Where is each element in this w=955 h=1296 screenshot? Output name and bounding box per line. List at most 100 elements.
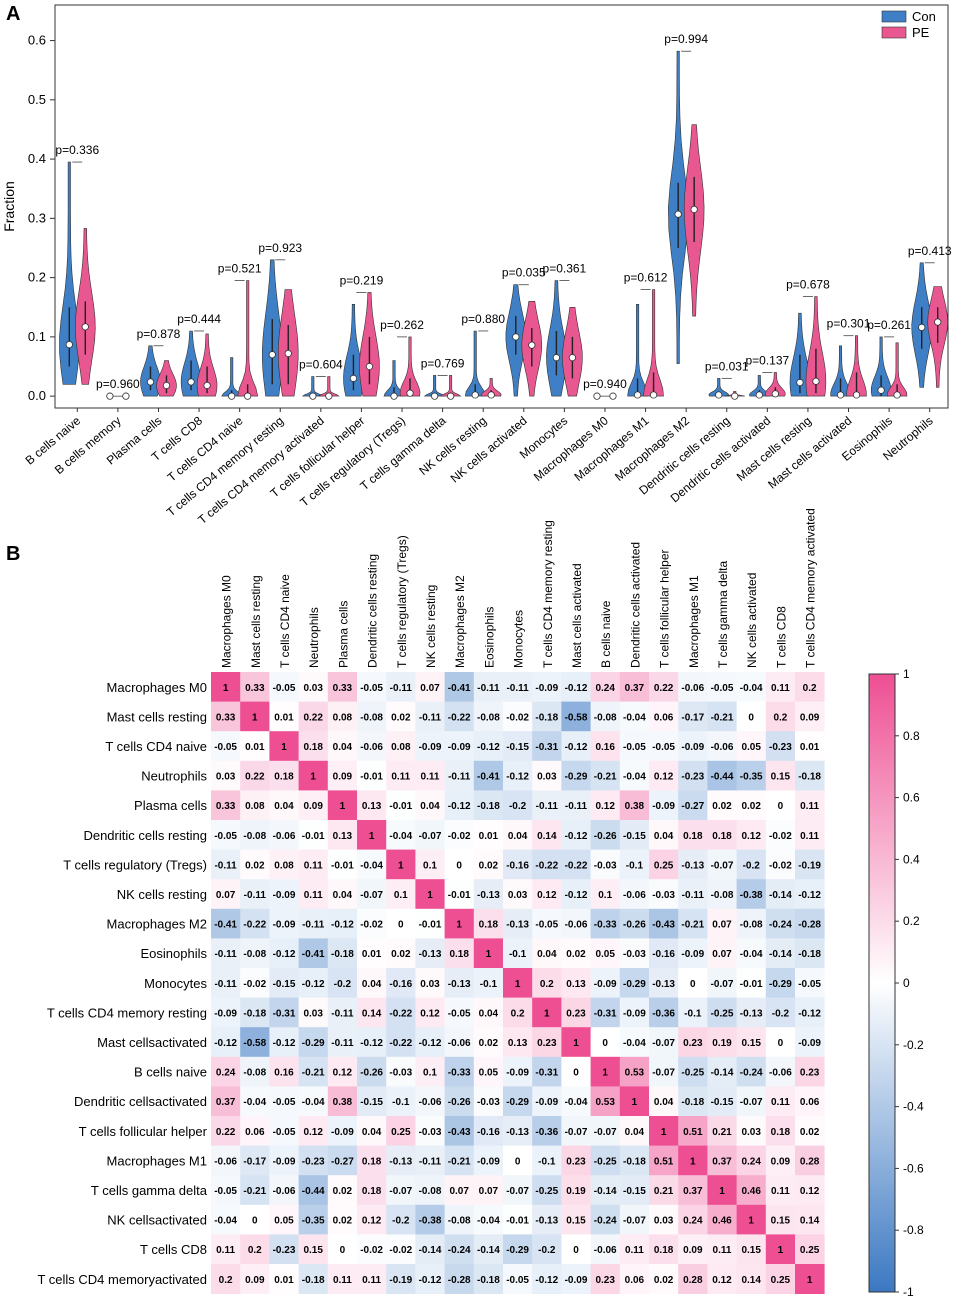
heatmap-cell [386, 1264, 416, 1294]
cell-value-label: 0.02 [391, 949, 411, 960]
heatmap-cell [795, 1264, 825, 1294]
heatmap-cell [649, 1086, 679, 1117]
heatmap-cell [736, 760, 767, 791]
heatmap-cell [619, 938, 650, 969]
heatmap-cell [765, 1145, 796, 1176]
cell-value-label: 0.53 [625, 1068, 645, 1079]
cell-value-label: -0.14 [769, 890, 792, 901]
heatmap-cell [503, 1204, 533, 1235]
column-label: T cells CD4 naive [278, 574, 292, 668]
cell-value-label: -0.13 [477, 890, 500, 901]
heatmap-cell [649, 1264, 679, 1294]
heatmap-cell [561, 1234, 591, 1265]
cell-value-label: 0.13 [333, 831, 353, 842]
heatmap-cell [298, 1027, 329, 1058]
cell-value-label: 0.14 [362, 1008, 382, 1019]
colorbar-tick-label: -0.6 [903, 1161, 924, 1175]
row-label: T cells CD4 naive [105, 739, 207, 754]
cell-value-label: -0.58 [243, 1038, 266, 1049]
cell-value-label: 0.14 [800, 1216, 820, 1227]
cell-value-label: -0.02 [360, 920, 383, 931]
cell-value-label: -0.11 [419, 712, 442, 723]
row-label: Dendritic cells resting [83, 828, 207, 843]
cell-value-label: 1 [690, 1156, 696, 1167]
heatmap-cell [707, 760, 737, 791]
heatmap-cell [707, 1175, 737, 1206]
cell-value-label: 0.2 [511, 1008, 525, 1019]
cell-value-label: -0.15 [623, 1186, 646, 1197]
heatmap-cell [619, 1086, 650, 1117]
heatmap-cell [211, 849, 241, 880]
con-median-point [918, 323, 926, 331]
heatmap-cell [532, 968, 562, 998]
cell-value-label: -0.04 [623, 772, 646, 783]
row-label: Mast cells resting [107, 709, 207, 724]
cell-value-label: 0.04 [274, 801, 294, 812]
heatmap-cell [590, 1086, 621, 1117]
heatmap-cell [240, 1056, 270, 1087]
cell-value-label: -0.22 [565, 860, 588, 871]
heatmap-cell [503, 1175, 533, 1206]
heatmap-cell [678, 879, 708, 910]
heatmap-cell [765, 1264, 796, 1294]
heatmap-cell [269, 1204, 299, 1235]
cell-value-label: 0.05 [595, 949, 615, 960]
cell-value-label: -0.12 [360, 1038, 383, 1049]
heatmap-cell [473, 701, 504, 732]
cell-value-label: 0.08 [333, 712, 353, 723]
p-value-label: p=0.301 [827, 317, 871, 331]
heatmap-cell [415, 1264, 445, 1294]
heatmap-cell [619, 879, 650, 910]
cell-value-label: 0.03 [741, 1127, 761, 1138]
cell-value-label: 0.1 [423, 1068, 437, 1079]
cell-value-label: 0.37 [216, 1097, 236, 1108]
con-median-point [552, 354, 560, 362]
cell-value-label: -0.25 [535, 1186, 558, 1197]
cell-value-label: 0 [340, 1245, 346, 1256]
cell-value-label: 0.24 [216, 1068, 236, 1079]
con-median-point [755, 391, 763, 399]
cell-value-label: -0.11 [506, 683, 529, 694]
heatmap-cell [240, 938, 270, 969]
heatmap-cell [590, 672, 621, 702]
cell-value-label: -0.27 [681, 801, 704, 812]
cell-value-label: -0.16 [652, 949, 675, 960]
heatmap-cell [561, 908, 591, 939]
row-label: Dendritic cellsactivated [74, 1094, 207, 1109]
cell-value-label: -0.28 [448, 1275, 471, 1286]
heatmap-cell [503, 938, 533, 969]
cell-value-label: 0.05 [741, 742, 761, 753]
cell-value-label: -0.09 [565, 1275, 588, 1286]
heatmap-cell [269, 1027, 299, 1058]
heatmap-cell [765, 1027, 796, 1058]
cell-value-label: -0.1 [684, 1008, 702, 1019]
heatmap-cell [211, 701, 241, 732]
heatmap-cell [649, 1234, 679, 1265]
cell-value-label: -0.43 [652, 920, 675, 931]
colorbar-tick-label: -1 [903, 1285, 914, 1296]
cell-value-label: 1 [661, 1127, 667, 1138]
cell-value-label: -0.21 [302, 1068, 325, 1079]
pe-median-point [487, 391, 495, 399]
cell-value-label: 0.03 [508, 890, 528, 901]
heatmap-cell [473, 1056, 504, 1087]
cell-value-label: -0.07 [652, 1038, 675, 1049]
cell-value-label: 0.05 [479, 1068, 499, 1079]
cell-value-label: -0.29 [565, 772, 588, 783]
cell-value-label: -0.25 [594, 1156, 617, 1167]
cell-value-label: -0.36 [652, 1008, 675, 1019]
heatmap-cell [444, 997, 475, 1028]
heatmap-cell [298, 1204, 329, 1235]
y-tick-label: 0.3 [28, 210, 46, 225]
pe-median-point [162, 381, 171, 390]
cell-value-label: 0.02 [245, 860, 265, 871]
heatmap-cell [532, 849, 562, 880]
cell-value-label: 0.03 [303, 1008, 323, 1019]
cell-value-label: -0.05 [273, 1097, 296, 1108]
cell-value-label: 0.12 [712, 1275, 732, 1286]
cell-value-label: 0.12 [333, 1068, 353, 1079]
cell-value-label: -0.19 [798, 860, 821, 871]
heatmap-cell [503, 820, 533, 850]
p-value-label: p=0.994 [664, 32, 708, 46]
cell-value-label: -0.09 [273, 1156, 296, 1167]
